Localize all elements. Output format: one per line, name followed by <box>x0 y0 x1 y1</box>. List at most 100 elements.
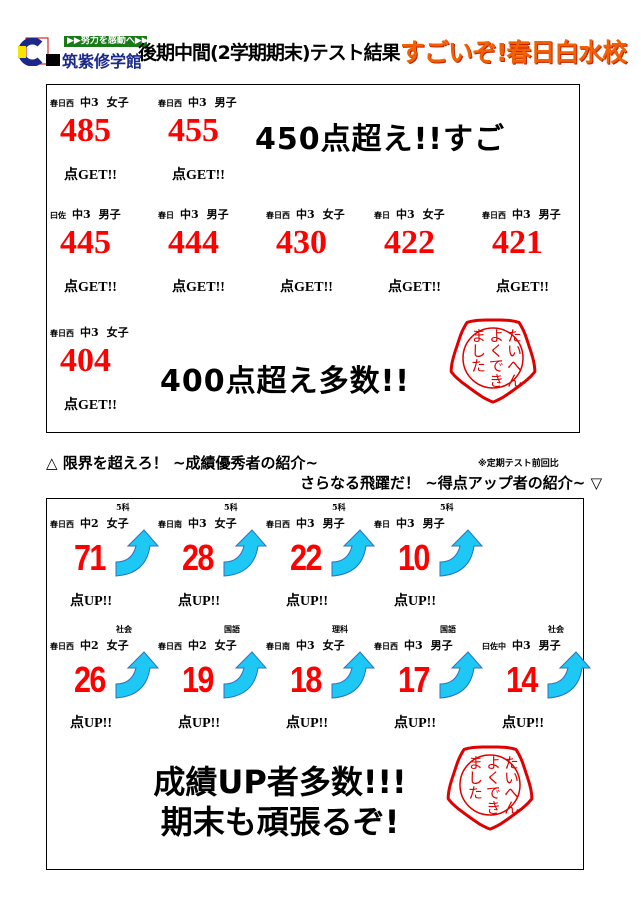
subject: 理科 <box>332 624 348 634</box>
school-name: 春日西 <box>266 210 290 220</box>
score-gain: 26 <box>74 659 106 700</box>
school-name: 春日 <box>158 210 174 220</box>
gain-suffix: 点UP!! <box>502 716 544 731</box>
student-label: 春日西 中3 男子 <box>158 94 237 110</box>
score-suffix: 点GET!! <box>64 168 117 183</box>
score-gain: 71 <box>74 537 106 578</box>
gender: 男子 <box>322 517 345 530</box>
gender: 女子 <box>106 326 129 339</box>
score-gain: 10 <box>398 537 430 578</box>
gender: 女子 <box>214 517 237 530</box>
student-label: 春日西 中3 女子 <box>266 206 345 222</box>
grade: 中3 <box>180 208 199 221</box>
sakura-stamp-icon <box>449 318 537 404</box>
school-name: 春日西 <box>50 519 74 529</box>
score-suffix: 点GET!! <box>280 280 333 295</box>
student-label: 春日 中3 女子 <box>374 206 445 222</box>
logo: ▶▶努力を感動へ▶▶ 筑紫修学館 <box>18 36 147 71</box>
score-gain: 17 <box>398 659 430 700</box>
grade: 中3 <box>396 208 415 221</box>
gender: 男子 <box>214 96 237 109</box>
grade: 中3 <box>296 639 315 652</box>
score-suffix: 点GET!! <box>64 280 117 295</box>
school-name: 春日西 <box>158 98 182 108</box>
school-highlight: すごいぞ!春日白水校 <box>400 38 627 67</box>
student-label: 春日 中3 男子 <box>374 515 445 531</box>
up-arrow-icon <box>223 529 268 577</box>
logo-mark-icon <box>18 37 60 66</box>
up-arrow-icon <box>439 529 484 577</box>
school-name: 春日西 <box>266 519 290 529</box>
gain-suffix: 点UP!! <box>286 716 328 731</box>
score-gain: 28 <box>182 537 214 578</box>
score-gain: 14 <box>506 659 538 700</box>
subject: 5科 <box>116 502 130 512</box>
gain-suffix: 点UP!! <box>394 594 436 609</box>
gender: 男子 <box>538 639 561 652</box>
school-name: 春日 <box>374 210 390 220</box>
school-name: 春日西 <box>158 641 182 651</box>
gender: 女子 <box>106 96 129 109</box>
logo-tagline: ▶▶努力を感動へ▶▶ <box>64 36 147 47</box>
grade: 中3 <box>396 517 415 530</box>
score: 430 <box>276 224 327 261</box>
up-arrow-icon <box>115 651 160 699</box>
subject: 社会 <box>548 624 564 634</box>
up-arrow-icon <box>331 651 376 699</box>
school-name: 春日西 <box>50 328 74 338</box>
school-name: 春日南 <box>158 519 182 529</box>
score: 455 <box>168 112 219 149</box>
gender: 男子 <box>538 208 561 221</box>
student-label: 春日西 中2 女子 <box>50 637 129 653</box>
headline-effort: 期末も頑張るぞ! <box>160 803 400 841</box>
student-label: 春日南 中3 女子 <box>266 637 345 653</box>
stamp-top: たいへんよくできました <box>445 308 541 408</box>
grade: 中3 <box>80 96 99 109</box>
score: 444 <box>168 224 219 261</box>
score-suffix: 点GET!! <box>172 280 225 295</box>
grade: 中3 <box>512 639 531 652</box>
gain-suffix: 点UP!! <box>286 594 328 609</box>
gain-suffix: 点UP!! <box>178 716 220 731</box>
school-name: 春日西 <box>50 98 74 108</box>
score: 445 <box>60 224 111 261</box>
gain-suffix: 点UP!! <box>70 716 112 731</box>
school-name: 曰佐 <box>50 210 66 220</box>
school-name: 曰佐中 <box>482 641 506 651</box>
score: 422 <box>384 224 435 261</box>
student-label: 春日西 中3 男子 <box>266 515 345 531</box>
grade: 中3 <box>296 517 315 530</box>
school-name: 春日西 <box>50 641 74 651</box>
section-heading-bottom: さらなる飛躍だ！ ~得点アップ者の紹介~ ▽ <box>300 474 603 492</box>
grade: 中3 <box>404 639 423 652</box>
gender: 女子 <box>322 208 345 221</box>
grade: 中2 <box>80 639 99 652</box>
gender: 女子 <box>106 517 129 530</box>
grade: 中3 <box>80 326 99 339</box>
page-title: 後期中間(2学期期末)テスト結果 <box>138 42 401 64</box>
score: 485 <box>60 112 111 149</box>
student-label: 春日西 中2 女子 <box>50 515 129 531</box>
gain-suffix: 点UP!! <box>178 594 220 609</box>
comparison-note: ※定期テスト前回比 <box>478 459 559 469</box>
stamp-bottom: たいへんよくできました <box>442 735 538 835</box>
score-gain: 18 <box>290 659 322 700</box>
grade: 中3 <box>512 208 531 221</box>
gender: 男子 <box>430 639 453 652</box>
student-label: 春日西 中2 女子 <box>158 637 237 653</box>
grade: 中3 <box>188 96 207 109</box>
score: 421 <box>492 224 543 261</box>
school-name: 春日南 <box>266 641 290 651</box>
stamp-text: たいへんよくできました <box>466 755 520 815</box>
grade: 中2 <box>188 639 207 652</box>
school-name: 春日西 <box>482 210 506 220</box>
gender: 男子 <box>98 208 121 221</box>
score-suffix: 点GET!! <box>172 168 225 183</box>
grade: 中3 <box>72 208 91 221</box>
up-arrow-icon <box>439 651 484 699</box>
student-label: 春日 中3 男子 <box>158 206 229 222</box>
stamp-text: たいへんよくできました <box>469 328 523 388</box>
gain-suffix: 点UP!! <box>394 716 436 731</box>
score-suffix: 点GET!! <box>496 280 549 295</box>
subject: 5科 <box>224 502 238 512</box>
